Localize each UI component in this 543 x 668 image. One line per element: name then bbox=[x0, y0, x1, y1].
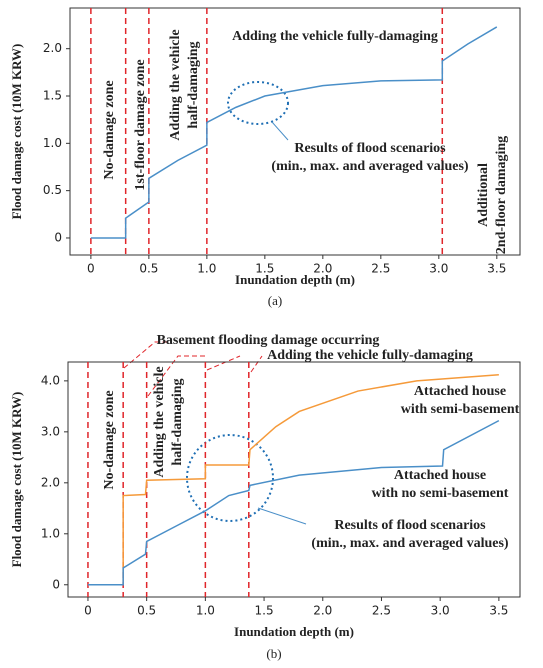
annotation: Additional bbox=[476, 163, 491, 227]
y-tick-label: 1.0 bbox=[41, 526, 60, 540]
x-tick-label: 2.5 bbox=[371, 262, 390, 276]
x-tick-label: 3.5 bbox=[489, 604, 508, 618]
y-tick-label: 0 bbox=[52, 577, 60, 591]
arrow bbox=[257, 507, 307, 525]
annotation: 2nd-floor damaging bbox=[494, 136, 509, 254]
arrow bbox=[271, 121, 289, 141]
annotation: Attached house bbox=[414, 384, 506, 399]
annotation: Results of flood scenarios bbox=[294, 141, 446, 156]
annotation: Basement flooding damage occurring bbox=[157, 333, 380, 348]
annotation: with semi-basement bbox=[401, 402, 520, 417]
x-tick-label: 0 bbox=[84, 604, 92, 618]
y-tick-label: 3.0 bbox=[41, 424, 60, 438]
x-tick-label: 3.5 bbox=[487, 262, 506, 276]
y-tick-label: 0.5 bbox=[43, 183, 62, 197]
plot-frame bbox=[67, 361, 521, 598]
caption: (b) bbox=[266, 646, 281, 661]
y-tick-label: 4.0 bbox=[41, 373, 60, 387]
y-axis-label: Flood damage cost (10M KRW) bbox=[9, 392, 24, 568]
annotation: half-damaging bbox=[186, 41, 201, 128]
x-tick-label: 0.5 bbox=[137, 604, 156, 618]
annotation: Adding the vehicle fully-damaging bbox=[267, 348, 473, 363]
y-tick-label: 2.0 bbox=[43, 41, 62, 55]
annotation: Adding the vehicle bbox=[152, 366, 167, 477]
x-tick-label: 3.0 bbox=[429, 262, 448, 276]
annotation: with no semi-basement bbox=[372, 486, 509, 501]
x-tick-label: 0.5 bbox=[139, 262, 158, 276]
x-tick-label: 1.0 bbox=[197, 262, 216, 276]
x-tick-label: 2.0 bbox=[313, 604, 332, 618]
annotation: (min., max. and averaged values) bbox=[271, 159, 469, 174]
y-axis-label: Flood damage cost (10M KRW) bbox=[9, 44, 24, 220]
x-tick-label: 3.0 bbox=[431, 604, 450, 618]
annotation: (min., max. and averaged values) bbox=[311, 536, 509, 551]
scenario-circle bbox=[227, 81, 289, 125]
x-tick-label: 1.5 bbox=[255, 262, 274, 276]
annotation: Adding the vehicle fully-damaging bbox=[232, 29, 438, 44]
x-axis-label: Inundation depth (m) bbox=[234, 624, 354, 639]
y-tick-label: 1.5 bbox=[43, 89, 62, 103]
annotation: half-damaging bbox=[170, 378, 185, 465]
annotation: Results of flood scenarios bbox=[334, 518, 486, 533]
data-line bbox=[90, 26, 498, 239]
annotation: No-damage zone bbox=[102, 390, 117, 489]
annotation: No-damage zone bbox=[102, 80, 117, 179]
x-tick-label: 2.5 bbox=[372, 604, 391, 618]
leader-lines bbox=[123, 341, 263, 397]
y-tick-label: 1.0 bbox=[43, 136, 62, 150]
y-tick-label: 2.0 bbox=[41, 475, 60, 489]
x-tick-label: 0 bbox=[87, 262, 95, 276]
data-line bbox=[87, 419, 500, 586]
x-axis-label: Inundation depth (m) bbox=[235, 272, 355, 287]
caption: (a) bbox=[268, 293, 282, 308]
y-tick-label: 0 bbox=[54, 230, 62, 244]
data-line bbox=[87, 373, 499, 586]
plot-frame bbox=[69, 7, 521, 256]
annotation: 1st-floor damage zone bbox=[133, 59, 148, 190]
x-tick-label: 1.5 bbox=[255, 604, 274, 618]
annotation: Adding the vehicle bbox=[168, 29, 183, 140]
scenario-circle bbox=[186, 434, 274, 522]
annotation: Attached house bbox=[394, 468, 486, 483]
x-tick-label: 2.0 bbox=[313, 262, 332, 276]
x-tick-label: 1.0 bbox=[196, 604, 215, 618]
